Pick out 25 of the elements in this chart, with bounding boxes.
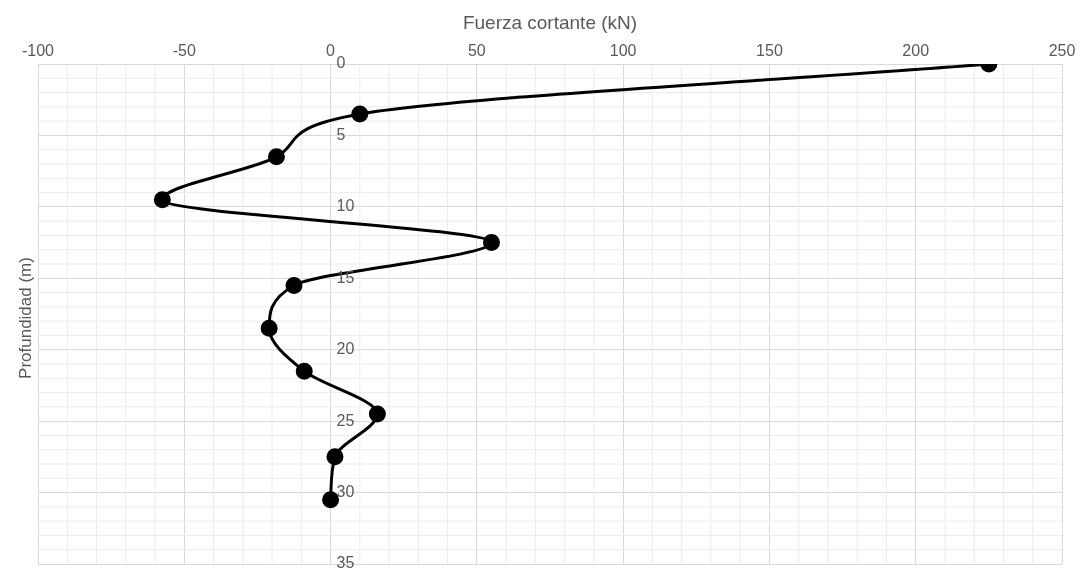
- point: [260, 319, 278, 337]
- y-tick-label: 5: [336, 125, 346, 143]
- x-tick-label: -100: [21, 41, 55, 59]
- point: [295, 362, 313, 380]
- x-tick-label: 50: [467, 41, 486, 59]
- x-tick-label: 150: [756, 41, 783, 59]
- x-tick-label: 200: [902, 41, 930, 59]
- x-axis-title: Fuerza cortante (kN): [462, 11, 638, 33]
- point: [351, 105, 369, 123]
- y-tick-label: 10: [336, 197, 355, 215]
- y-tick-label: 25: [336, 411, 355, 429]
- y-axis-title: Profundidad (m): [16, 256, 36, 381]
- y-tick-label: 35: [336, 554, 355, 572]
- point: [326, 448, 344, 466]
- point: [482, 234, 500, 252]
- point: [285, 276, 303, 294]
- y-tick-label: 30: [336, 482, 355, 500]
- x-tick-label: 100: [609, 41, 637, 59]
- point: [368, 405, 386, 423]
- point: [153, 191, 171, 209]
- y-tick-label: 20: [336, 340, 355, 358]
- x-tick-label: 250: [1048, 41, 1076, 59]
- x-tick-label: -50: [172, 41, 196, 59]
- y-tick-label: 0: [336, 54, 346, 72]
- point: [267, 148, 285, 166]
